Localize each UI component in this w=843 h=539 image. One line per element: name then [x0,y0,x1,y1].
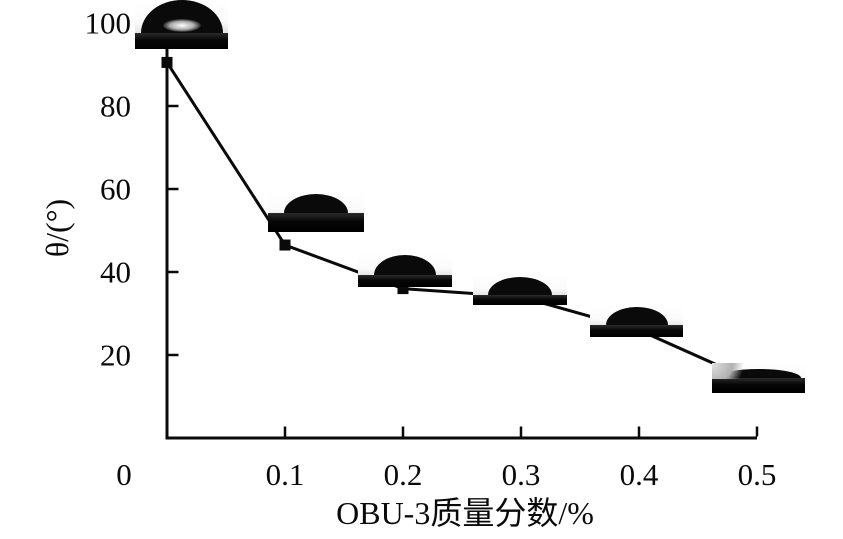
origin-tick-label: 0 [116,457,132,492]
y-tick-label-40: 40 [100,254,131,290]
droplet-photo-0.3-inset [473,275,567,305]
substrate-band [268,213,364,232]
substrate-band [473,295,567,305]
water-droplet-dome [374,255,436,275]
substrate-band [590,325,683,337]
droplet-photo-0.2-inset [358,253,452,287]
y-tick-label-20: 20 [100,337,131,373]
gray-corner-patch [712,363,746,379]
droplet-photo-0.1-inset [268,190,364,232]
x-tick-label-0.4: 0.4 [619,457,659,492]
data-point-marker-0.1 [279,239,291,251]
water-droplet-dome [140,0,223,33]
droplet-photo-0-inset [135,0,228,49]
water-droplet-dome [716,369,801,378]
data-point-marker-0 [161,56,173,68]
y-axis-label: θ/(°) [39,198,75,258]
x-tick-label-0.2: 0.2 [383,457,423,492]
x-tick-label-0.1: 0.1 [265,457,305,492]
y-tick-label-60: 60 [100,171,131,207]
data-point-marker-0.2 [397,283,409,295]
substrate-band [135,33,228,49]
x-tick-label-0.5: 0.5 [737,457,777,492]
water-droplet-dome [488,277,552,295]
substrate-band [712,378,805,393]
water-droplet-dome [605,307,668,325]
droplet-reflection-highlight [162,19,201,32]
data-line [165,60,759,385]
axes-lines [165,0,757,440]
x-axis-label: OBU-3质量分数/% [336,495,594,531]
x-tick-label-0.3: 0.3 [501,457,541,492]
y-tick-label-80: 80 [100,88,131,124]
droplet-photo-0.5-inset [712,363,805,393]
water-droplet-dome [284,194,348,213]
droplet-photo-0.4-inset [590,305,683,337]
y-tick-label-100: 100 [84,5,132,41]
substrate-band [358,275,452,287]
